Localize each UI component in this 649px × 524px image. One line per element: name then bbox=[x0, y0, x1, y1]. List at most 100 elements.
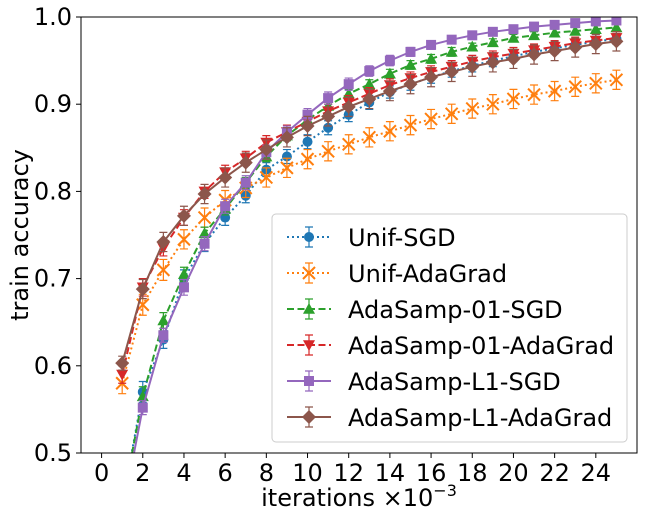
data-point bbox=[197, 210, 212, 225]
data-point bbox=[156, 234, 171, 249]
y-tick-label: 0.9 bbox=[34, 90, 72, 118]
error-bar bbox=[118, 505, 126, 520]
data-point bbox=[116, 499, 128, 510]
data-point bbox=[117, 509, 127, 519]
x-tick-label: 2 bbox=[135, 459, 150, 487]
data-point bbox=[404, 58, 417, 70]
data-point bbox=[466, 40, 479, 52]
data-point bbox=[486, 36, 499, 48]
data-point bbox=[590, 17, 601, 27]
legend-marker bbox=[303, 303, 315, 314]
x-axis-ticks: 0 2 4 6 8 10 12 14 16 18 20 22 24 bbox=[94, 453, 611, 487]
series-unif-adagrad bbox=[115, 69, 624, 395]
legend-marker bbox=[302, 266, 316, 280]
x-tick-label: 18 bbox=[457, 459, 488, 487]
legend-entry: AdaSamp-L1-SGD bbox=[287, 368, 561, 396]
data-point bbox=[259, 170, 274, 185]
data-point bbox=[424, 70, 439, 85]
data-point bbox=[300, 152, 315, 166]
data-point bbox=[609, 34, 624, 49]
legend-entry: AdaSamp-01-AdaGrad bbox=[287, 332, 614, 360]
data-point bbox=[527, 87, 541, 102]
data-point bbox=[115, 356, 130, 371]
data-point bbox=[323, 93, 334, 104]
data-point bbox=[220, 201, 231, 212]
data-point bbox=[240, 177, 251, 188]
data-point bbox=[384, 55, 395, 66]
x-tick-label: 10 bbox=[292, 459, 323, 487]
data-point bbox=[589, 23, 602, 35]
data-point bbox=[424, 112, 438, 126]
data-point bbox=[321, 144, 335, 158]
x-tick-label: 22 bbox=[539, 459, 570, 487]
data-point bbox=[197, 187, 212, 202]
legend-marker bbox=[303, 340, 315, 351]
data-point bbox=[343, 79, 354, 90]
data-point bbox=[158, 330, 169, 341]
data-point bbox=[156, 263, 171, 277]
x-tick-label: 12 bbox=[333, 459, 364, 487]
legend-label: AdaSamp-01-SGD bbox=[348, 296, 563, 324]
data-point bbox=[382, 84, 397, 99]
series-layer bbox=[115, 17, 624, 520]
data-point bbox=[300, 119, 315, 133]
data-point bbox=[610, 21, 623, 33]
error-bar bbox=[118, 497, 126, 514]
data-point bbox=[487, 26, 498, 37]
data-point bbox=[549, 19, 560, 30]
x-tick-label: 16 bbox=[416, 459, 447, 487]
data-point bbox=[177, 232, 191, 247]
data-point bbox=[341, 99, 356, 114]
data-point bbox=[383, 67, 396, 79]
data-point bbox=[362, 130, 377, 145]
legend: Unif-SGD Unif-AdaGrad AdaSamp-01-SGD AdaSam… bbox=[271, 213, 628, 443]
series-adasamp-l1-sgd bbox=[117, 17, 622, 520]
x-tick-label: 4 bbox=[176, 459, 191, 487]
legend-label: AdaSamp-01-AdaGrad bbox=[348, 332, 614, 360]
series-adasamp-l1-adagrad bbox=[115, 31, 624, 371]
data-point bbox=[425, 52, 438, 64]
y-tick-label: 0.5 bbox=[34, 439, 72, 467]
data-point bbox=[363, 78, 376, 89]
data-point bbox=[611, 17, 622, 26]
data-point bbox=[321, 109, 336, 124]
data-point bbox=[117, 500, 127, 510]
data-point bbox=[485, 55, 500, 70]
data-point bbox=[506, 92, 521, 106]
data-point bbox=[302, 109, 313, 120]
x-tick-label: 24 bbox=[581, 459, 612, 487]
x-axis-label-exponent: −3 bbox=[433, 481, 457, 500]
data-point bbox=[444, 64, 459, 79]
data-point bbox=[302, 136, 313, 147]
data-point bbox=[569, 24, 582, 36]
legend-label: AdaSamp-L1-AdaGrad bbox=[348, 404, 612, 432]
data-point bbox=[137, 402, 148, 413]
legend-label: Unif-AdaGrad bbox=[348, 260, 507, 288]
legend-marker bbox=[304, 376, 314, 386]
data-point bbox=[527, 47, 542, 62]
data-point bbox=[135, 282, 150, 297]
data-point bbox=[467, 30, 478, 41]
data-point bbox=[157, 314, 170, 326]
data-point bbox=[198, 227, 211, 239]
data-point bbox=[279, 130, 294, 145]
data-point bbox=[178, 282, 189, 293]
x-tick-label: 6 bbox=[218, 459, 233, 487]
data-point bbox=[403, 118, 418, 132]
data-point bbox=[507, 31, 520, 43]
legend-label: Unif-SGD bbox=[348, 224, 456, 252]
data-point bbox=[383, 124, 397, 138]
data-point bbox=[508, 24, 519, 35]
data-point bbox=[323, 122, 334, 133]
data-point bbox=[116, 369, 129, 381]
legend-entry: Unif-AdaGrad bbox=[287, 260, 507, 288]
x-tick-label: 8 bbox=[259, 459, 274, 487]
legend-entry: AdaSamp-01-SGD bbox=[287, 296, 563, 324]
x-tick-label: 20 bbox=[498, 459, 529, 487]
data-point bbox=[176, 208, 191, 223]
data-point bbox=[362, 91, 377, 106]
data-point bbox=[529, 21, 540, 32]
legend-marker bbox=[302, 410, 316, 424]
